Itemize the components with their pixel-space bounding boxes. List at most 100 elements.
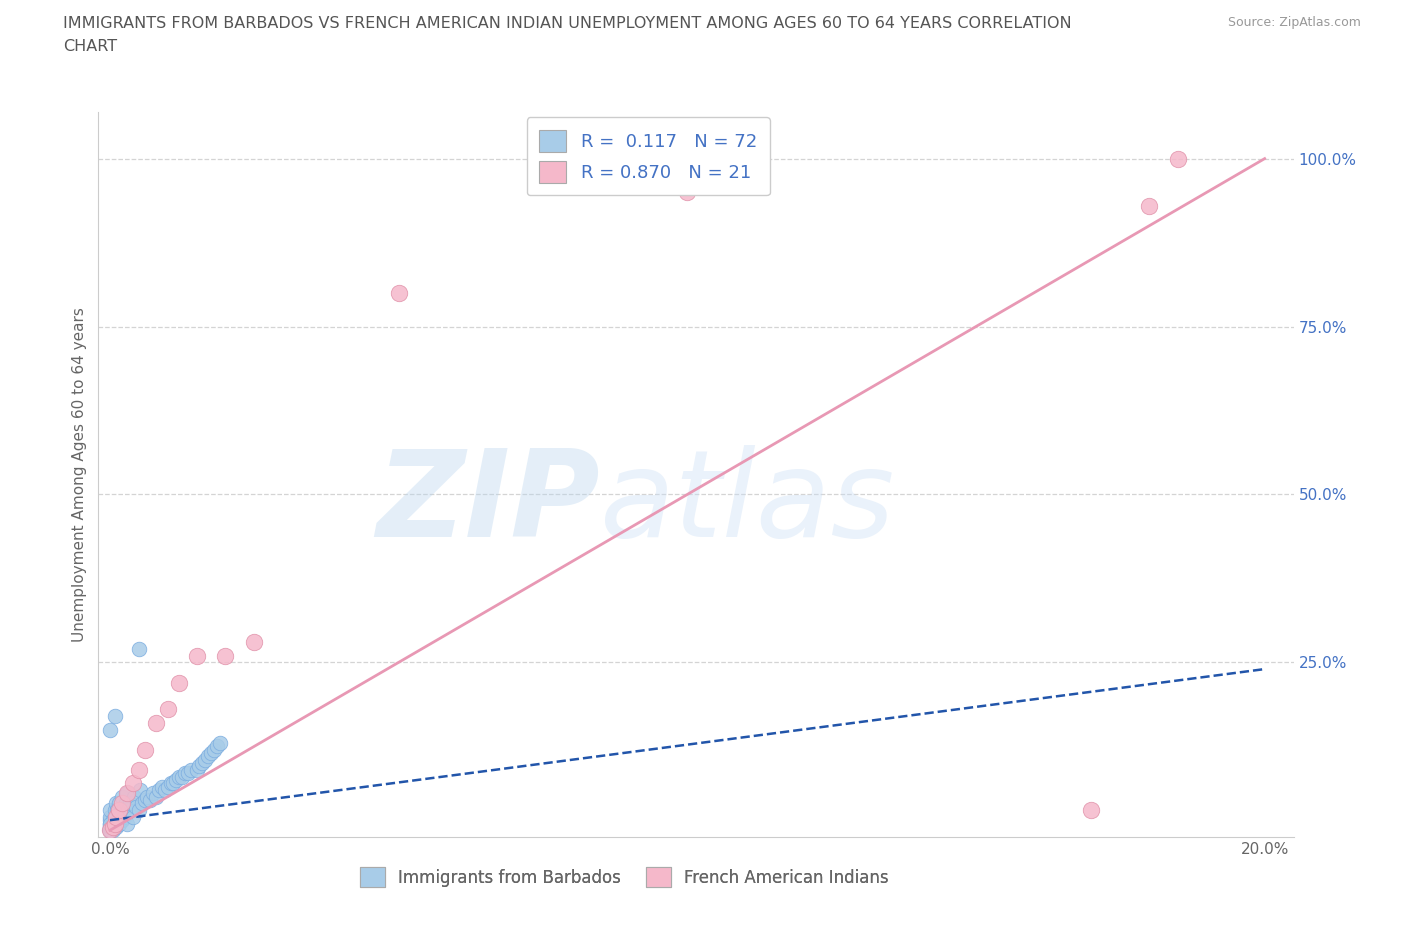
Point — [122, 776, 145, 790]
Point — [145, 715, 167, 730]
Point — [125, 800, 148, 815]
Point — [194, 752, 217, 767]
Text: atlas: atlas — [600, 445, 896, 562]
Point — [98, 823, 121, 838]
Legend: Immigrants from Barbados, French American Indians: Immigrants from Barbados, French America… — [353, 860, 896, 894]
Point — [98, 823, 121, 838]
Point — [117, 817, 139, 831]
Text: ZIP: ZIP — [377, 445, 600, 562]
Point — [150, 779, 173, 794]
Point — [105, 803, 128, 817]
Point — [101, 819, 124, 834]
Point — [107, 803, 129, 817]
Point — [122, 809, 145, 824]
Point — [117, 786, 139, 801]
Point — [120, 796, 142, 811]
Point — [134, 742, 156, 757]
Point — [110, 813, 132, 828]
Point — [200, 746, 222, 761]
Point — [110, 809, 132, 824]
Point — [139, 792, 162, 807]
Point — [129, 782, 152, 797]
Point — [205, 738, 228, 753]
Point — [243, 635, 266, 650]
Point — [101, 819, 124, 834]
Point — [104, 809, 127, 824]
Point — [101, 813, 124, 828]
Point — [156, 702, 179, 717]
Point — [162, 776, 184, 790]
Point — [174, 765, 197, 780]
Point — [156, 779, 179, 794]
Point — [1137, 198, 1160, 213]
Point — [103, 803, 125, 817]
Point — [1167, 152, 1189, 166]
Point — [104, 796, 127, 811]
Text: Source: ZipAtlas.com: Source: ZipAtlas.com — [1227, 16, 1361, 29]
Point — [98, 823, 121, 838]
Point — [165, 773, 187, 788]
Point — [110, 790, 132, 804]
Point — [172, 769, 194, 784]
Point — [107, 817, 129, 831]
Point — [104, 819, 127, 834]
Point — [98, 823, 121, 838]
Point — [98, 823, 121, 838]
Point — [107, 796, 129, 811]
Point — [186, 648, 208, 663]
Point — [115, 796, 138, 811]
Point — [177, 765, 200, 780]
Point — [98, 823, 121, 838]
Point — [131, 796, 153, 811]
Point — [128, 642, 150, 657]
Point — [98, 817, 121, 831]
Point — [122, 790, 145, 804]
Text: CHART: CHART — [63, 39, 117, 54]
Point — [98, 813, 121, 828]
Point — [153, 782, 176, 797]
Point — [180, 763, 202, 777]
Point — [167, 675, 190, 690]
Point — [128, 803, 150, 817]
Point — [117, 803, 139, 817]
Point — [101, 823, 124, 838]
Point — [128, 763, 150, 777]
Point — [111, 803, 134, 817]
Point — [104, 809, 127, 824]
Point — [676, 185, 699, 200]
Point — [388, 286, 411, 300]
Point — [202, 742, 225, 757]
Point — [103, 817, 125, 831]
Point — [110, 796, 132, 811]
Point — [186, 763, 208, 777]
Point — [167, 769, 190, 784]
Point — [98, 722, 121, 737]
Point — [208, 736, 231, 751]
Point — [214, 648, 236, 663]
Point — [188, 759, 211, 774]
Point — [98, 803, 121, 817]
Point — [145, 790, 167, 804]
Point — [98, 823, 121, 838]
Point — [134, 792, 156, 807]
Point — [98, 823, 121, 838]
Point — [117, 786, 139, 801]
Point — [191, 756, 214, 771]
Point — [1080, 803, 1102, 817]
Point — [112, 809, 135, 824]
Point — [98, 817, 121, 831]
Y-axis label: Unemployment Among Ages 60 to 64 years: Unemployment Among Ages 60 to 64 years — [72, 307, 87, 642]
Point — [197, 749, 219, 764]
Point — [98, 809, 121, 824]
Point — [142, 786, 165, 801]
Point — [103, 709, 125, 724]
Point — [103, 817, 125, 831]
Point — [159, 776, 181, 790]
Point — [98, 819, 121, 834]
Point — [98, 819, 121, 834]
Point — [98, 823, 121, 838]
Point — [148, 782, 170, 797]
Point — [136, 790, 159, 804]
Point — [98, 823, 121, 838]
Text: IMMIGRANTS FROM BARBADOS VS FRENCH AMERICAN INDIAN UNEMPLOYMENT AMONG AGES 60 TO: IMMIGRANTS FROM BARBADOS VS FRENCH AMERI… — [63, 16, 1071, 31]
